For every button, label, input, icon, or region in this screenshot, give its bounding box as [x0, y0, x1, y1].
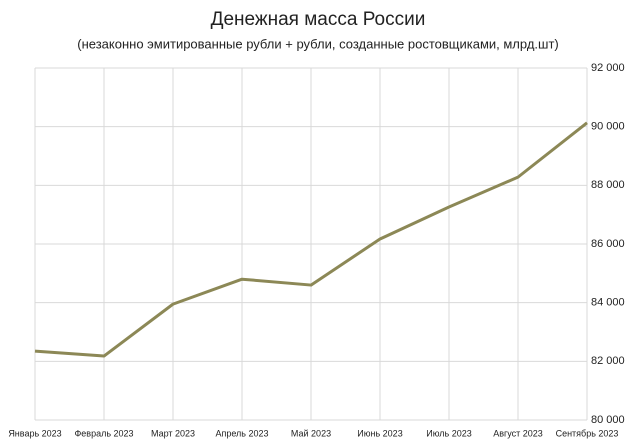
x-tick-label: Февраль 2023 [74, 428, 133, 438]
chart-title: Денежная масса России [211, 9, 426, 30]
y-tick-label: 86 000 [591, 238, 625, 250]
x-tick-label: Март 2023 [151, 428, 195, 438]
x-tick-label: Май 2023 [291, 428, 331, 438]
x-tick-label: Январь 2023 [8, 428, 61, 438]
x-tick-label: Июль 2023 [426, 428, 471, 438]
line-series [34, 121, 588, 358]
y-tick-label: 88 000 [591, 179, 625, 191]
x-tick-label: Август 2023 [493, 428, 543, 438]
x-tick-label: Сентябрь 2023 [556, 428, 619, 438]
y-tick-label: 92 000 [591, 62, 625, 74]
y-tick-label: 80 000 [591, 414, 625, 426]
x-tick-label: Апрель 2023 [215, 428, 268, 438]
y-tick-label: 84 000 [591, 297, 625, 309]
chart-subtitle: (незаконно эмитированные рубли + рубли, … [77, 36, 558, 51]
x-tick-label: Июнь 2023 [357, 428, 402, 438]
y-tick-label: 82 000 [591, 355, 625, 367]
y-tick-label: 90 000 [591, 121, 625, 133]
